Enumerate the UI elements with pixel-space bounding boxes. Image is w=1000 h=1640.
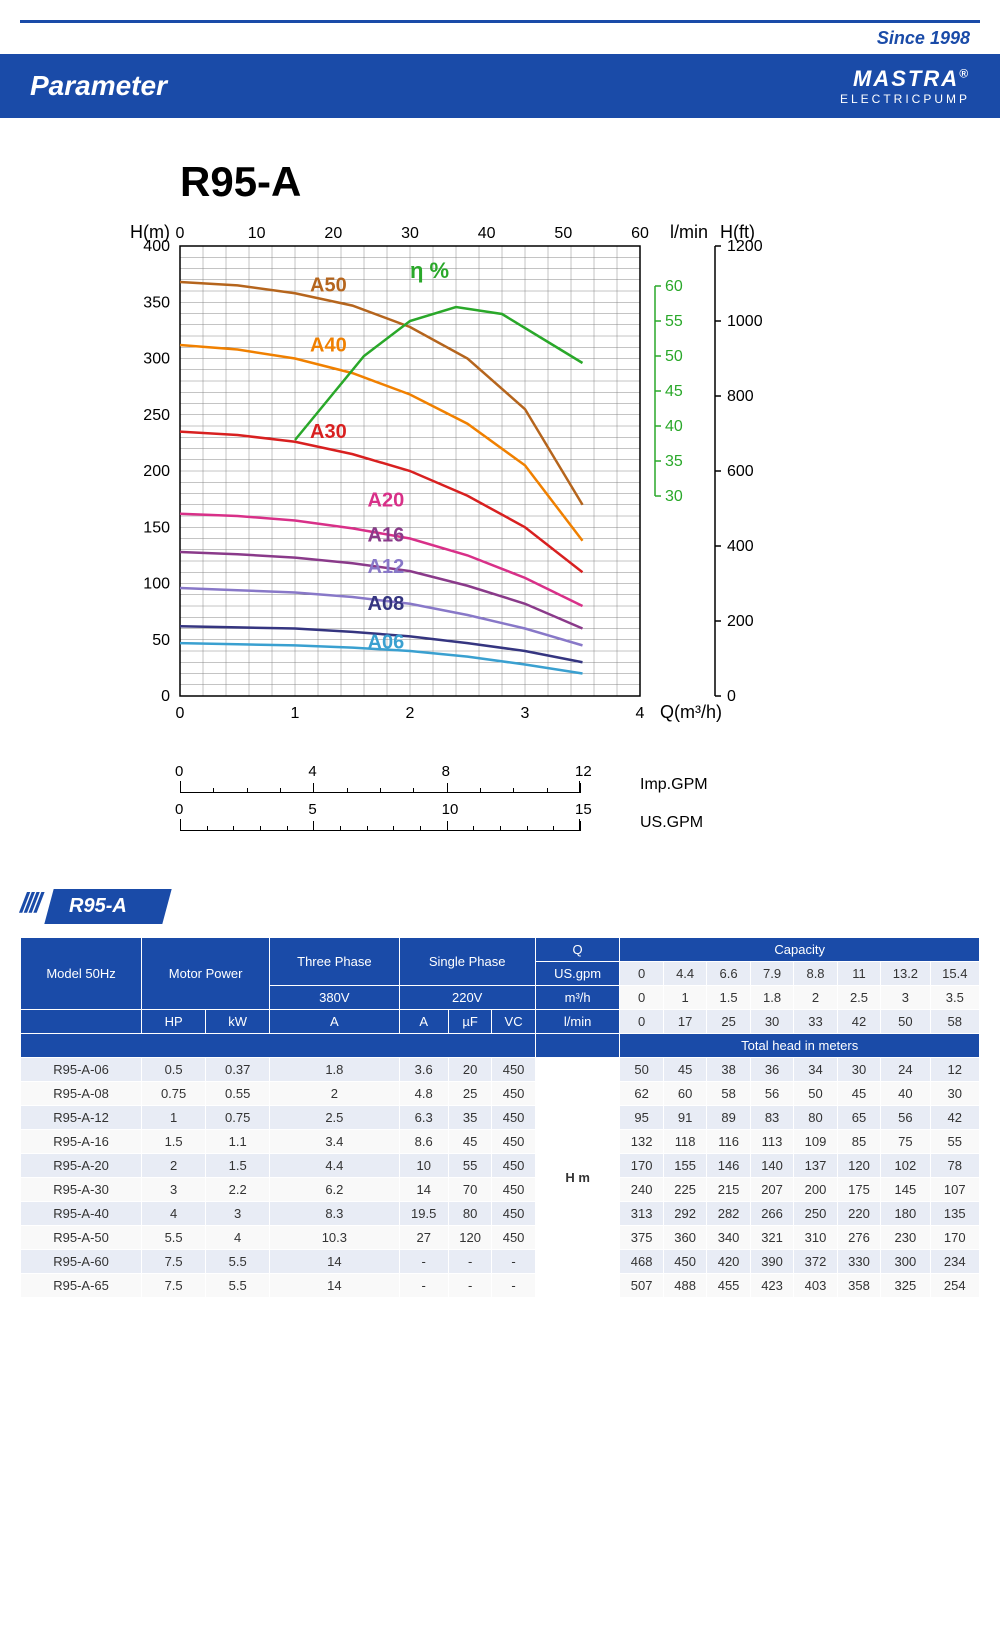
since-text: Since 1998 xyxy=(0,23,1000,54)
table-tab: R95-A xyxy=(44,889,171,924)
svg-text:A40: A40 xyxy=(310,334,347,356)
svg-text:60: 60 xyxy=(631,225,649,242)
table-header-bar: //// R95-A xyxy=(20,887,980,927)
svg-text:150: 150 xyxy=(143,519,170,536)
svg-text:A50: A50 xyxy=(310,275,347,297)
svg-text:10: 10 xyxy=(248,225,266,242)
svg-text:1: 1 xyxy=(291,705,300,722)
svg-text:250: 250 xyxy=(143,407,170,424)
svg-text:l/min: l/min xyxy=(670,222,708,242)
svg-text:50: 50 xyxy=(554,225,572,242)
slash-decoration: //// xyxy=(20,887,39,919)
svg-text:300: 300 xyxy=(143,351,170,368)
svg-text:40: 40 xyxy=(665,418,683,435)
svg-text:60: 60 xyxy=(665,278,683,295)
svg-text:2: 2 xyxy=(406,705,415,722)
chart-title: R95-A xyxy=(180,158,900,206)
title-bar: Parameter MASTRA® ELECTRICPUMP xyxy=(0,54,1000,118)
svg-text:45: 45 xyxy=(665,383,683,400)
svg-text:A12: A12 xyxy=(368,556,405,578)
svg-text:0: 0 xyxy=(727,688,736,705)
svg-text:3: 3 xyxy=(521,705,530,722)
svg-text:4: 4 xyxy=(636,705,645,722)
brand-logo: MASTRA® ELECTRICPUMP xyxy=(840,66,970,106)
svg-text:A16: A16 xyxy=(368,524,405,546)
svg-text:50: 50 xyxy=(665,348,683,365)
spec-table: Model 50HzMotor PowerThree PhaseSingle P… xyxy=(20,937,980,1298)
svg-text:0: 0 xyxy=(176,225,185,242)
svg-text:200: 200 xyxy=(727,613,754,630)
table-section: //// R95-A Model 50HzMotor PowerThree Ph… xyxy=(0,887,1000,1338)
svg-text:30: 30 xyxy=(401,225,419,242)
svg-text:55: 55 xyxy=(665,313,683,330)
svg-text:η %: η % xyxy=(410,258,449,283)
svg-text:600: 600 xyxy=(727,463,754,480)
svg-text:400: 400 xyxy=(727,538,754,555)
svg-text:200: 200 xyxy=(143,463,170,480)
svg-text:0: 0 xyxy=(176,705,185,722)
svg-text:A20: A20 xyxy=(368,490,405,512)
svg-text:0: 0 xyxy=(161,688,170,705)
svg-text:A06: A06 xyxy=(368,631,405,653)
svg-text:20: 20 xyxy=(324,225,342,242)
svg-text:A30: A30 xyxy=(310,421,347,443)
svg-text:100: 100 xyxy=(143,576,170,593)
svg-text:40: 40 xyxy=(478,225,496,242)
svg-text:800: 800 xyxy=(727,388,754,405)
svg-text:350: 350 xyxy=(143,294,170,311)
svg-text:1000: 1000 xyxy=(727,313,763,330)
chart-section: R95-A 050100150200250300350400H(m)010203… xyxy=(0,118,1000,887)
svg-text:A08: A08 xyxy=(368,593,405,615)
scale-rulers: 04812Imp.GPM051015US.GPM xyxy=(180,781,900,849)
performance-chart: 050100150200250300350400H(m)010203040506… xyxy=(100,216,800,766)
svg-text:30: 30 xyxy=(665,488,683,505)
page-title: Parameter xyxy=(30,70,167,102)
svg-text:Q(m³/h): Q(m³/h) xyxy=(660,702,722,722)
svg-text:H(ft): H(ft) xyxy=(720,222,755,242)
svg-text:H(m): H(m) xyxy=(130,222,170,242)
svg-text:35: 35 xyxy=(665,453,683,470)
svg-text:50: 50 xyxy=(152,632,170,649)
